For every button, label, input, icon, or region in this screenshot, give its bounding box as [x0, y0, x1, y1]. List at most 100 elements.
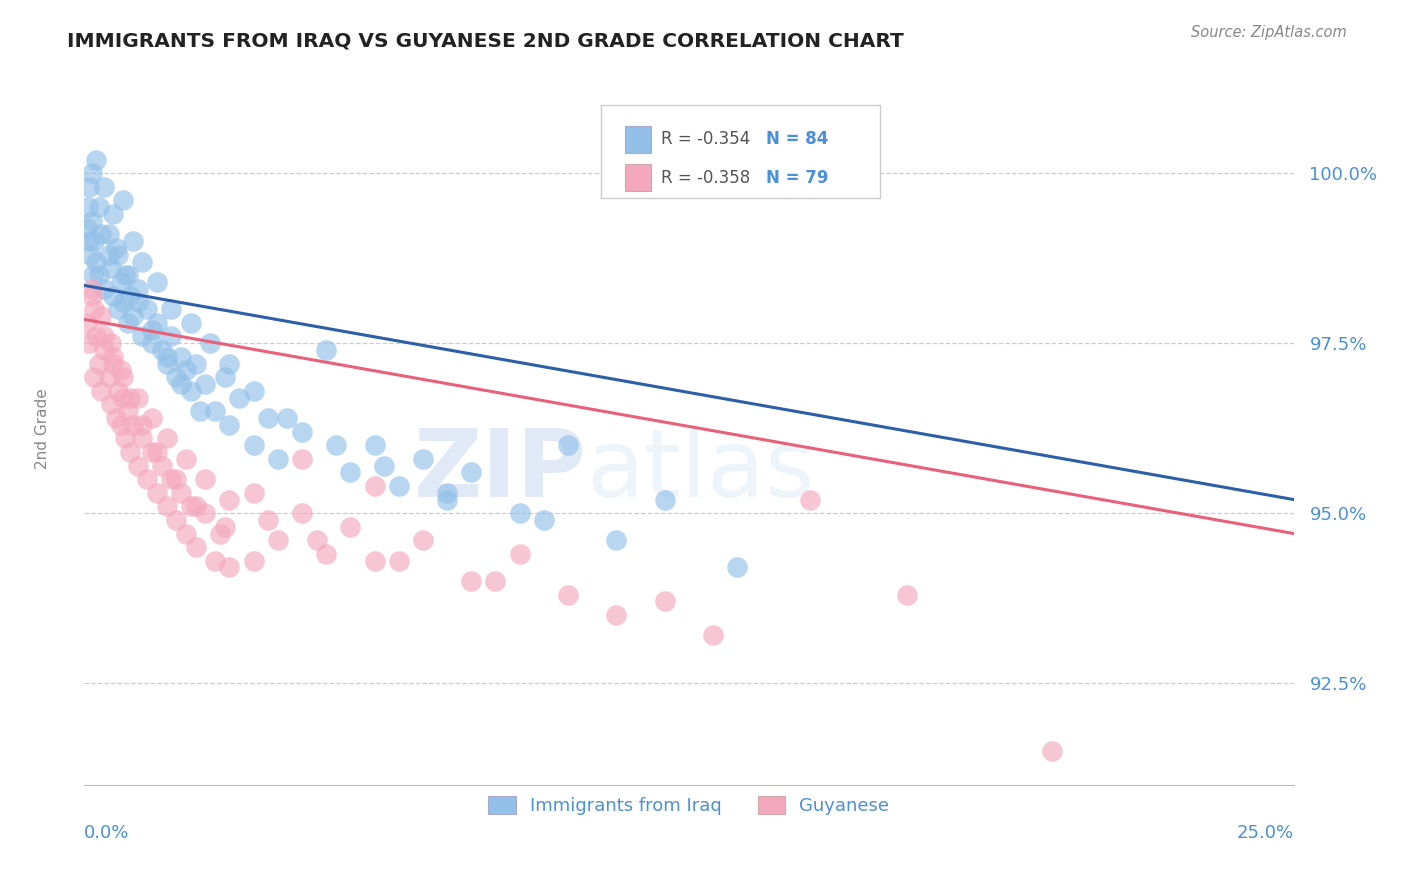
- Point: [103, 357, 125, 371]
- Point: [90, 309, 112, 323]
- Point: [184, 357, 207, 371]
- Point: [325, 438, 347, 452]
- Point: [90, 384, 112, 398]
- Point: [121, 309, 143, 323]
- Point: [339, 466, 361, 480]
- Text: ZIP: ZIP: [413, 425, 586, 517]
- Point: [242, 438, 264, 452]
- Point: [218, 417, 240, 432]
- Point: [87, 357, 110, 371]
- Point: [97, 370, 120, 384]
- Point: [228, 391, 250, 405]
- Text: N = 84: N = 84: [766, 130, 828, 148]
- Point: [170, 376, 193, 391]
- Point: [388, 554, 411, 568]
- Point: [114, 431, 136, 445]
- Point: [77, 180, 100, 194]
- Point: [315, 343, 337, 357]
- Point: [155, 357, 177, 371]
- Point: [87, 200, 110, 214]
- Point: [242, 554, 264, 568]
- Point: [339, 519, 361, 533]
- Point: [180, 384, 202, 398]
- Point: [110, 363, 132, 377]
- Point: [242, 384, 264, 398]
- Point: [127, 391, 149, 405]
- Point: [83, 234, 105, 248]
- Point: [93, 329, 115, 343]
- Point: [276, 411, 298, 425]
- Point: [150, 458, 173, 473]
- Point: [257, 513, 280, 527]
- Point: [605, 608, 627, 623]
- Point: [436, 492, 458, 507]
- Point: [305, 533, 328, 548]
- Point: [127, 282, 149, 296]
- Point: [654, 492, 676, 507]
- Point: [127, 295, 149, 310]
- Point: [93, 282, 115, 296]
- Point: [155, 431, 177, 445]
- Point: [114, 268, 136, 283]
- Point: [100, 397, 122, 411]
- Point: [131, 417, 153, 432]
- Point: [127, 458, 149, 473]
- Point: [412, 533, 434, 548]
- Point: [141, 411, 163, 425]
- Point: [654, 594, 676, 608]
- Point: [363, 438, 385, 452]
- Point: [460, 574, 482, 588]
- Point: [86, 329, 108, 343]
- Text: R = -0.354: R = -0.354: [661, 130, 751, 148]
- Point: [155, 500, 177, 514]
- FancyBboxPatch shape: [600, 105, 880, 198]
- Point: [76, 220, 98, 235]
- Point: [79, 248, 101, 262]
- Point: [257, 411, 280, 425]
- Point: [117, 404, 139, 418]
- Text: R = -0.358: R = -0.358: [661, 169, 751, 187]
- Point: [291, 425, 314, 439]
- Point: [97, 248, 120, 262]
- Point: [121, 417, 143, 432]
- Point: [363, 479, 385, 493]
- Point: [83, 302, 105, 317]
- Point: [93, 343, 115, 357]
- Point: [104, 241, 127, 255]
- Point: [291, 506, 314, 520]
- Point: [218, 357, 240, 371]
- Point: [190, 404, 212, 418]
- Text: Source: ZipAtlas.com: Source: ZipAtlas.com: [1191, 25, 1347, 40]
- Point: [557, 588, 579, 602]
- Point: [80, 166, 103, 180]
- Point: [110, 417, 132, 432]
- Point: [131, 329, 153, 343]
- Point: [100, 261, 122, 276]
- Point: [107, 248, 129, 262]
- Point: [194, 376, 217, 391]
- FancyBboxPatch shape: [624, 126, 651, 153]
- Point: [214, 519, 236, 533]
- Text: atlas: atlas: [586, 425, 814, 517]
- Point: [174, 451, 197, 466]
- Point: [112, 370, 135, 384]
- Point: [160, 329, 183, 343]
- Point: [146, 316, 169, 330]
- Point: [80, 282, 103, 296]
- Point: [93, 180, 115, 194]
- Point: [136, 302, 159, 317]
- Point: [896, 588, 918, 602]
- Point: [194, 472, 217, 486]
- Point: [82, 268, 104, 283]
- Point: [605, 533, 627, 548]
- Point: [412, 451, 434, 466]
- Point: [198, 336, 221, 351]
- Point: [174, 363, 197, 377]
- Point: [100, 336, 122, 351]
- Point: [170, 485, 193, 500]
- Point: [76, 316, 98, 330]
- Point: [141, 445, 163, 459]
- Point: [77, 336, 100, 351]
- Point: [155, 350, 177, 364]
- Point: [131, 431, 153, 445]
